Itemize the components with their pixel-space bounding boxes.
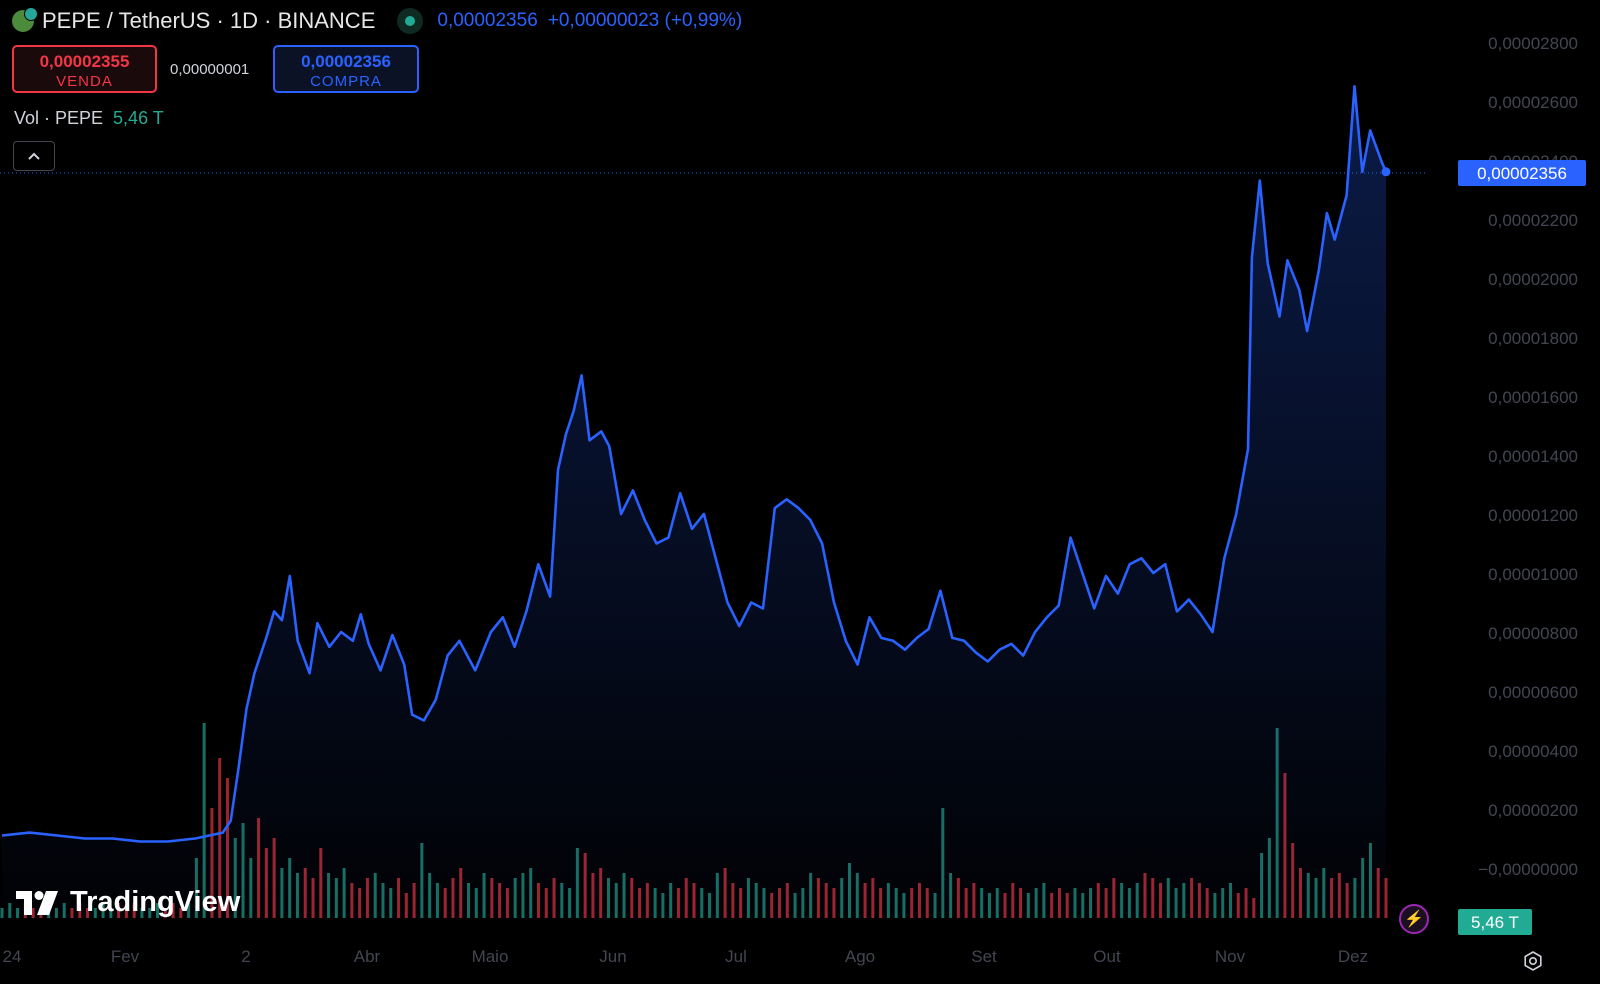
y-tick-label: 0,00001600 xyxy=(1488,388,1578,407)
buy-price: 0,00002356 xyxy=(301,52,391,71)
lightning-icon[interactable]: ⚡ xyxy=(1399,904,1429,934)
volume-legend-value: 5,46 T xyxy=(113,108,164,128)
y-tick-label: 0,00002600 xyxy=(1488,93,1578,112)
spread-value: 0,00000001 xyxy=(170,61,250,78)
sell-label: VENDA xyxy=(56,73,113,90)
x-tick-label: Nov xyxy=(1215,947,1246,966)
tradingview-logo-icon xyxy=(16,890,58,915)
sell-price: 0,00002355 xyxy=(39,52,130,71)
volume-bar xyxy=(202,723,206,918)
current-volume-axis-label: 5,46 T xyxy=(1458,909,1532,935)
header-last-price: 0,00002356 xyxy=(437,10,538,31)
y-tick-label: 0,00000200 xyxy=(1488,801,1578,820)
header-price-change: +0,00000023 (+0,99%) xyxy=(547,10,743,31)
volume-legend-label: Vol · PEPE xyxy=(14,108,104,128)
y-tick-label: 0,00002000 xyxy=(1488,270,1578,289)
y-tick-label: 0,00000600 xyxy=(1488,683,1578,702)
brand-name: TradingView xyxy=(70,886,241,918)
y-tick-label: 0,00000400 xyxy=(1488,742,1578,761)
price-line[interactable] xyxy=(1,85,1388,843)
x-tick-label: Jun xyxy=(599,947,626,966)
x-tick-label: Ago xyxy=(845,947,875,966)
current-price-label-bg xyxy=(1458,159,1586,186)
chevron-up-icon xyxy=(28,152,40,160)
y-tick-label: 0,00002800 xyxy=(1488,34,1578,53)
y-tick-label: −0,00000000 xyxy=(1478,860,1578,879)
collapse-legend-button[interactable] xyxy=(13,141,55,171)
tradingview-logo[interactable]: TradingView xyxy=(16,886,240,919)
volume-legend[interactable]: Vol · PEPE 5,46 T xyxy=(14,108,164,129)
current-volume-label: 5,46 T xyxy=(1471,913,1519,932)
x-tick-label: Abr xyxy=(354,947,381,966)
y-tick-label: 0,00001200 xyxy=(1488,506,1578,525)
x-tick-label: 24 xyxy=(3,947,22,966)
x-tick-label: Dez xyxy=(1338,947,1368,966)
current-price-label: 0,00002356 xyxy=(1477,164,1567,183)
x-tick-label: Out xyxy=(1093,947,1121,966)
pepe-logo-icon xyxy=(12,7,38,32)
y-tick-label: 0,00000800 xyxy=(1488,624,1578,643)
settings-icon[interactable] xyxy=(1522,950,1544,972)
x-tick-label: Set xyxy=(971,947,997,966)
y-tick-label: 0,00001800 xyxy=(1488,329,1578,348)
x-tick-label: 2 xyxy=(241,947,250,966)
x-tick-label: Maio xyxy=(472,947,509,966)
price-area xyxy=(2,86,1386,919)
last-price-dot xyxy=(1381,167,1391,177)
symbol-header: PEPE / TetherUS · 1D · BINANCE 0,0000235… xyxy=(12,6,752,36)
x-axis[interactable]: 24 Fev 2 Abr Maio Jun Jul Ago Set Out Nov Dez xyxy=(3,947,1369,966)
current-volume-label-bg xyxy=(1458,909,1532,935)
x-tick-label: Fev xyxy=(111,947,140,966)
y-tick-label: 0,00002200 xyxy=(1488,211,1578,230)
y-tick-label: 0,00001400 xyxy=(1488,447,1578,466)
current-price-axis-label: 0,00002356 xyxy=(1458,159,1586,186)
y-tick-label: 0,00001000 xyxy=(1488,565,1578,584)
buy-label: COMPRA xyxy=(310,73,382,90)
sell-button[interactable]: 0,00002355 VENDA xyxy=(12,45,157,93)
market-status-icon[interactable] xyxy=(397,8,424,34)
symbol-title[interactable]: PEPE / TetherUS · 1D · BINANCE xyxy=(42,8,376,33)
buy-button[interactable]: 0,00002356 COMPRA xyxy=(273,45,419,93)
x-tick-label: Jul xyxy=(725,947,747,966)
